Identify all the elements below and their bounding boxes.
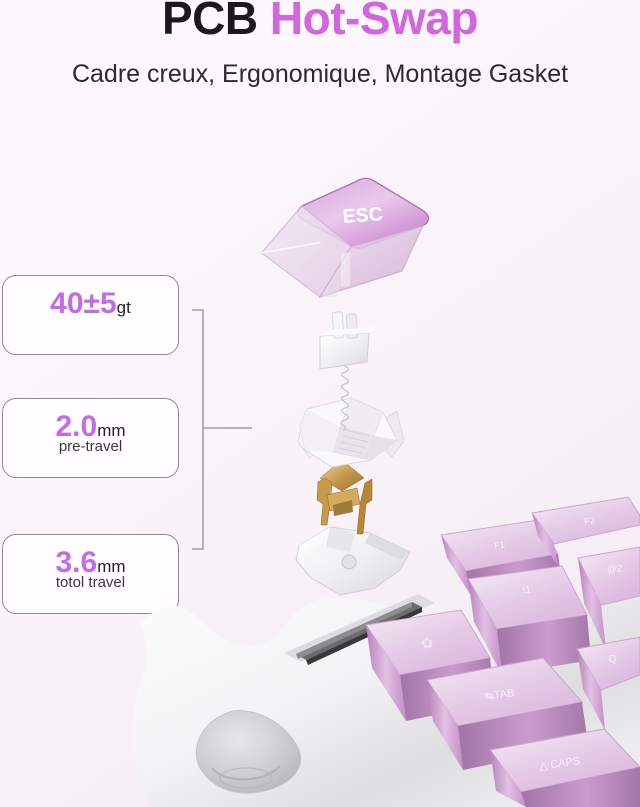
svg-text:✿: ✿ [420,634,435,653]
svg-text:F1: F1 [493,539,505,551]
svg-text:@2: @2 [606,563,623,575]
svg-text:Q: Q [608,654,617,666]
svg-text:ESC: ESC [342,203,384,228]
svg-text:F2: F2 [584,515,596,527]
